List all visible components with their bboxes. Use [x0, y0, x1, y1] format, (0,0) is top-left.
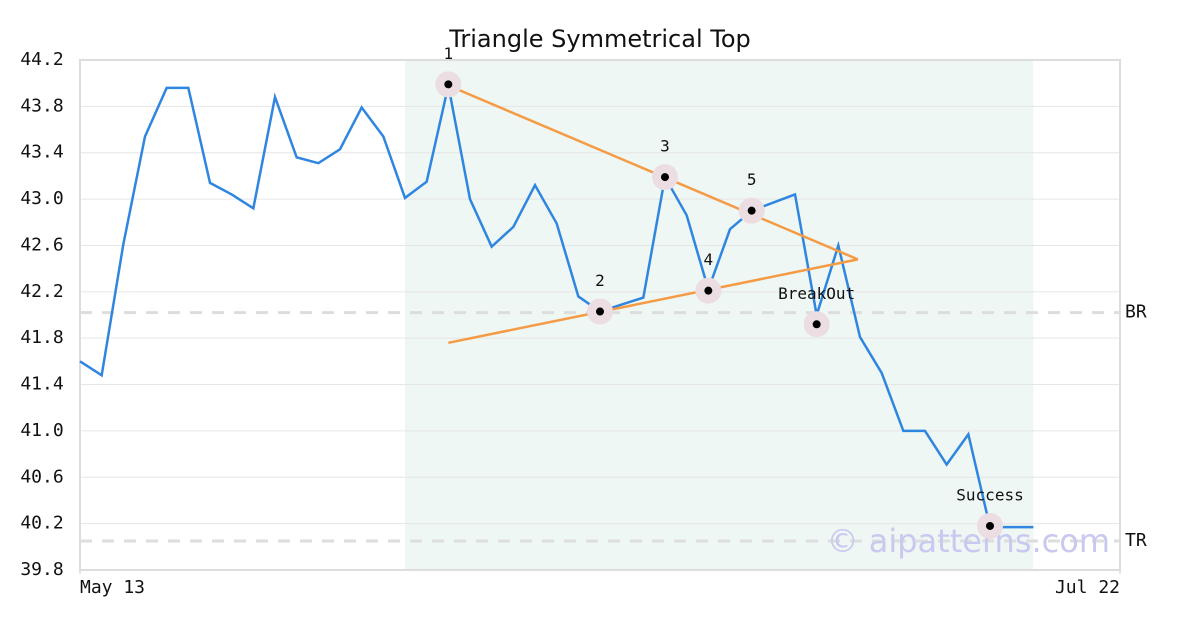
y-tick-label: 41.8 — [20, 327, 63, 348]
marker-label: Success — [956, 485, 1023, 504]
y-tick-label: 43.8 — [20, 95, 63, 116]
y-tick-label: 44.2 — [20, 49, 63, 70]
chart-title: Triangle Symmetrical Top — [448, 25, 751, 53]
trend-line — [448, 258, 859, 345]
marker-label: 1 — [444, 44, 454, 63]
y-tick-label: 42.6 — [20, 234, 63, 255]
marker-label: 2 — [595, 271, 605, 290]
marker-label: 5 — [747, 170, 757, 189]
marker-label: 4 — [704, 250, 714, 269]
marker — [986, 521, 994, 530]
marker — [747, 206, 756, 215]
level-label: TR — [1125, 530, 1147, 551]
marker — [596, 307, 604, 316]
marker-label: 3 — [660, 137, 670, 156]
y-tick-label: 41.0 — [20, 420, 63, 441]
highlight-range — [405, 60, 1034, 570]
watermark: © aipatterns.com — [827, 522, 1110, 560]
x-tick-label: May 13 — [80, 577, 145, 598]
y-tick-label: 39.8 — [20, 559, 63, 580]
marker — [704, 286, 713, 295]
plot-border — [79, 59, 1121, 571]
marker — [661, 173, 669, 182]
y-tick-label: 41.4 — [20, 374, 63, 395]
y-tick-label: 40.6 — [20, 466, 63, 487]
level-label: BR — [1125, 302, 1147, 323]
marker — [812, 320, 821, 329]
y-tick-label: 42.2 — [20, 281, 63, 302]
marker-label: BreakOut — [778, 284, 855, 303]
y-tick-label: 43.0 — [20, 188, 63, 209]
x-tick-label: Jul 22 — [1055, 577, 1120, 598]
y-tick-label: 40.2 — [20, 513, 63, 534]
y-tick-label: 43.4 — [20, 142, 63, 163]
marker — [444, 80, 453, 89]
price-line — [79, 85, 1034, 529]
